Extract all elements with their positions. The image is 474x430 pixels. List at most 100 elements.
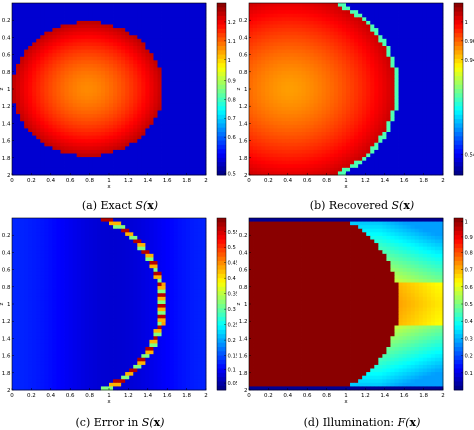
heatmap-cell xyxy=(173,99,179,104)
heatmap-cell xyxy=(129,132,134,136)
heatmap-cell xyxy=(48,60,53,65)
heatmap-cell xyxy=(398,96,403,101)
heatmap-cell xyxy=(374,142,379,147)
heatmap-cell xyxy=(374,42,379,47)
heatmap-cell xyxy=(386,81,391,86)
heatmap-cell xyxy=(12,56,17,61)
colorbar-band xyxy=(217,63,226,68)
heatmap-cell xyxy=(137,78,142,83)
heatmap-cell xyxy=(161,67,166,72)
heatmap-cell xyxy=(161,46,166,50)
heatmap-cell xyxy=(197,85,203,90)
heatmap-cell xyxy=(281,121,286,126)
heatmap-cell xyxy=(24,114,29,119)
heatmap-cell xyxy=(313,96,319,101)
heatmap-cell xyxy=(434,60,440,65)
heatmap-cell xyxy=(137,71,142,76)
colorbar-band xyxy=(217,71,226,77)
heatmap-cell xyxy=(161,31,166,36)
heatmap-cell xyxy=(201,114,207,119)
heatmap-cell xyxy=(48,13,53,18)
heatmap-cell xyxy=(129,149,134,154)
heatmap-cell xyxy=(257,164,262,169)
heatmap-cell xyxy=(12,60,17,65)
x-tick-label: 0.2 xyxy=(264,178,273,184)
heatmap-cell xyxy=(145,53,150,58)
heatmap-cell xyxy=(341,132,347,136)
heatmap-cell xyxy=(129,89,134,93)
heatmap-cell xyxy=(56,149,61,154)
heatmap-cell xyxy=(141,35,146,40)
heatmap-cell xyxy=(173,171,179,176)
heatmap-cell xyxy=(68,74,74,79)
heatmap-cell xyxy=(24,28,29,33)
heatmap-cell xyxy=(273,85,278,90)
heatmap-cell xyxy=(354,56,359,61)
heatmap-cell xyxy=(24,110,29,115)
heatmap-cell xyxy=(325,114,331,119)
heatmap-cell xyxy=(32,146,37,151)
heatmap-cell xyxy=(297,28,302,33)
heatmap-cell xyxy=(64,103,69,108)
heatmap-cell xyxy=(36,146,41,151)
heatmap-cell xyxy=(36,110,41,115)
heatmap-cell xyxy=(40,103,45,108)
heatmap-cell xyxy=(96,149,102,154)
heatmap-cell xyxy=(193,49,199,54)
heatmap-cell xyxy=(145,67,150,72)
heatmap-cell xyxy=(281,67,286,72)
heatmap-cell xyxy=(434,139,440,144)
heatmap-cell xyxy=(313,24,319,29)
heatmap-cell xyxy=(20,42,25,47)
heatmap-cell xyxy=(80,171,86,176)
heatmap-cell xyxy=(72,132,78,136)
heatmap-cell xyxy=(426,89,432,93)
heatmap-cell xyxy=(325,3,331,7)
heatmap-cell xyxy=(125,160,130,165)
heatmap-cell xyxy=(301,20,306,25)
heatmap-cell xyxy=(382,49,387,54)
heatmap-cell xyxy=(261,6,266,11)
heatmap-cell xyxy=(434,110,440,115)
heatmap-cell xyxy=(193,225,199,230)
heatmap-cell xyxy=(289,153,294,158)
heatmap-cell xyxy=(129,42,134,47)
heatmap-cell xyxy=(257,110,262,115)
heatmap-cell xyxy=(257,42,262,47)
heatmap-cell xyxy=(346,31,351,36)
heatmap-cell xyxy=(32,228,37,233)
heatmap-cell xyxy=(149,74,154,79)
heatmap-cell xyxy=(84,157,90,162)
heatmap-cell xyxy=(309,13,315,18)
heatmap-cell xyxy=(354,106,359,111)
heatmap-cell xyxy=(366,135,371,140)
heatmap-cell xyxy=(92,13,98,18)
heatmap-cell xyxy=(88,81,94,86)
heatmap-cell xyxy=(149,24,154,29)
heatmap-cell xyxy=(374,132,379,136)
heatmap-cell xyxy=(56,103,61,108)
heatmap-cell xyxy=(169,20,175,25)
heatmap-cell xyxy=(153,103,158,108)
heatmap-cell xyxy=(44,106,49,111)
heatmap-cell xyxy=(84,106,90,111)
heatmap-cell xyxy=(273,89,278,93)
heatmap-cell xyxy=(281,3,286,7)
heatmap-cell xyxy=(141,60,146,65)
heatmap-cell xyxy=(253,81,258,86)
heatmap-cell xyxy=(121,31,126,36)
heatmap-cell xyxy=(333,167,339,172)
heatmap-cell xyxy=(24,124,29,129)
heatmap-cell xyxy=(161,164,166,169)
heatmap-cell xyxy=(346,103,351,108)
heatmap-cell xyxy=(56,110,61,115)
heatmap-cell xyxy=(374,114,379,119)
heatmap-cell xyxy=(104,128,110,133)
heatmap-cell xyxy=(149,135,154,140)
heatmap-cell xyxy=(100,228,106,233)
heatmap-cell xyxy=(52,121,57,126)
heatmap-cell xyxy=(197,89,203,93)
heatmap-cell xyxy=(44,28,49,33)
heatmap-cell xyxy=(297,114,302,119)
heatmap-cell xyxy=(181,71,187,76)
